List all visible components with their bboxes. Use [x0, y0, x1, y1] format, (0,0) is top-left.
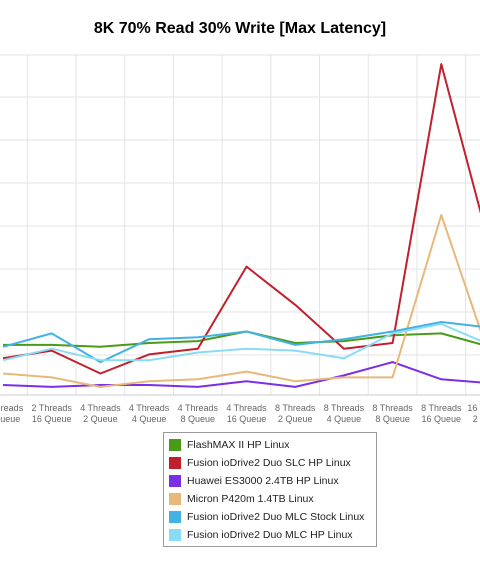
- legend-label: Fusion ioDrive2 Duo SLC HP Linux: [187, 457, 351, 469]
- grid-layer: [0, 54, 480, 396]
- series-layer: [2, 63, 480, 388]
- legend-item: Huawei ES3000 2.4TB HP Linux: [164, 472, 376, 490]
- x-tick-label: 8 Threads 8 Queue: [372, 403, 413, 424]
- x-tick-label: 2 Threads 16 Queue: [32, 403, 73, 424]
- legend-swatch: [169, 475, 181, 487]
- x-tick-label: 8 Threads 2 Queue: [275, 403, 316, 424]
- series-line-1: [3, 330, 480, 348]
- legend-item: Fusion ioDrive2 Duo MLC HP Linux: [164, 526, 376, 544]
- legend-item: Fusion ioDrive2 Duo SLC HP Linux: [164, 454, 376, 472]
- legend-item: Fusion ioDrive2 Duo MLC Stock Linux: [164, 508, 376, 526]
- legend-swatch: [169, 439, 181, 451]
- x-tick-label: 4 Threads 8 Queue: [178, 403, 219, 424]
- x-tick-label: 8 Threads 16 Queue: [421, 403, 462, 424]
- x-tick-label: 4 Threads 2 Queue: [80, 403, 121, 424]
- legend-label: Micron P420m 1.4TB Linux: [187, 493, 314, 505]
- legend-swatch: [169, 511, 181, 523]
- series-line-6: [2, 322, 480, 362]
- legend-label: Fusion ioDrive2 Duo MLC Stock Linux: [187, 511, 365, 523]
- legend-swatch: [169, 493, 181, 505]
- series-line-2: [2, 63, 480, 375]
- legend-label: FlashMAX II HP Linux: [187, 439, 290, 451]
- series-line-3: [2, 361, 480, 388]
- series-line-5: [2, 321, 480, 364]
- legend-item: FlashMAX II HP Linux: [164, 436, 376, 454]
- legend-swatch: [169, 529, 181, 541]
- series-line-4: [2, 214, 480, 388]
- x-tick-label: 4 Threads 16 Queue: [226, 403, 267, 424]
- x-tick-label: 4 Threads 4 Queue: [129, 403, 170, 424]
- legend: FlashMAX II HP Linux Fusion ioDrive2 Duo …: [163, 432, 377, 547]
- legend-label: Fusion ioDrive2 Duo MLC HP Linux: [187, 529, 353, 541]
- legend-label: Huawei ES3000 2.4TB HP Linux: [187, 475, 339, 487]
- legend-item: Micron P420m 1.4TB Linux: [164, 490, 376, 508]
- legend-swatch: [169, 457, 181, 469]
- x-tick-label: 8 Threads 4 Queue: [324, 403, 365, 424]
- chart-title: 8K 70% Read 30% Write [Max Latency]: [93, 20, 387, 37]
